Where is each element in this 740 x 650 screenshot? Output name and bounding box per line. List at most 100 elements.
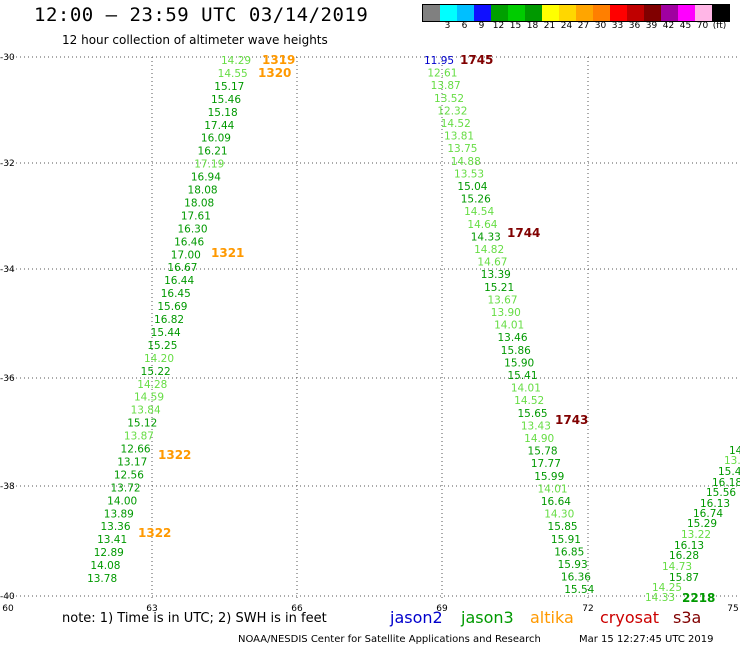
legend-tick-label: 39 [645,21,658,31]
legend-tick-label: 12 [492,21,505,31]
generated-timestamp: Mar 15 12:27:45 UTC 2019 [579,634,714,645]
swh-value: 13.87 [124,431,154,443]
legend-swatch [627,5,644,21]
swh-value: 13.90 [491,307,521,319]
pass-time-label: 1319 [262,53,295,67]
swh-value: 14.08 [90,560,120,572]
swh-value: 16.44 [164,275,194,287]
legend-swatch [678,5,695,21]
swh-value: 15.4 [718,466,740,478]
legend-tick-label: 9 [478,21,485,31]
swh-value: 13.67 [487,294,517,306]
swh-value: 13.78 [87,573,117,585]
swh-value: 15.86 [501,345,531,357]
legend-swatch [712,5,729,21]
swh-value: 14.64 [467,219,497,231]
pass-time-label: 1743 [555,413,588,427]
swh-value: 16.09 [201,133,231,145]
pass-time-label: 2218 [682,591,715,605]
legend-swatch [593,5,610,21]
legend-swatch [576,5,593,21]
legend-tick-label: 30 [594,21,607,31]
swh-value: 13.89 [104,508,134,520]
swh-value: 14.59 [134,392,164,404]
swh-value: 12.61 [427,68,457,80]
swh-value: 13.84 [131,405,161,417]
swh-value: 12.32 [437,105,467,117]
legend-tick-label: 70 [696,21,709,31]
pass-time-label: 1320 [258,66,291,80]
swh-value: 17.19 [194,159,224,171]
swh-value: 16.18 [712,477,740,489]
legend-swatch [695,5,712,21]
swh-value: 16.36 [561,572,591,584]
swh-value: 13.22 [681,529,711,541]
swh-value: 16.45 [161,288,191,300]
legend-swatch [559,5,576,21]
swh-value: 13.39 [481,269,511,281]
swh-value: 14.52 [441,118,471,130]
legend-swatch [525,5,542,21]
swh-value: 14.29 [221,55,251,67]
swh-value: 17.77 [531,458,561,470]
swh-value: 14.30 [544,509,574,521]
wave-height-legend [422,4,730,22]
swh-value: 15.56 [706,487,736,499]
legend-tick-label: 24 [560,21,573,31]
axis-labels: -30 -32 -34 -36 -38 -40 60 63 66 69 72 75 [0,53,739,614]
latitude-label: -30 [0,53,15,63]
swh-value: 13.75 [447,143,477,155]
swh-value: 15.78 [528,446,558,458]
latitude-label: -38 [0,482,15,492]
swh-value: 11.95 [424,55,454,67]
swh-value: 15.85 [548,521,578,533]
legend-tick-label: 15 [509,21,522,31]
swh-value: 17.44 [204,120,234,132]
legend-tick-label: 36 [628,21,641,31]
swh-value: 15.54 [564,584,594,596]
swh-value: 15.22 [141,366,171,378]
swh-value: 14.20 [144,353,174,365]
swh-value: 15.65 [518,408,548,420]
swh-value: 16.28 [669,550,699,562]
wave-height-tracks: 14.2914.5515.1715.4615.1817.4416.0916.21… [87,53,740,605]
legend-tick-label: 42 [662,21,675,31]
credit-line: NOAA/NESDIS Center for Satellite Applica… [238,634,541,645]
swh-value: 16.13 [674,540,704,552]
swh-value: 17.00 [171,249,201,261]
legend-swatch [474,5,491,21]
legend-swatch [542,5,559,21]
swh-value: 13.87 [431,80,461,92]
wave-height-legend-labels: 3 6 9 12 15 18 21 24 27 30 33 36 39 42 45 70 (ft) [422,21,740,33]
swh-value: 14.73 [662,561,692,573]
swh-value: 15.04 [457,181,487,193]
swh-value: 16.21 [198,146,228,158]
sat-altika-label: altika [530,608,574,627]
legend-tick-label: 33 [611,21,624,31]
lat-lon-grid [8,56,740,600]
pass-time-label: 1321 [211,246,244,260]
swh-value: 14.01 [511,383,541,395]
swh-value: 14.54 [464,206,494,218]
swh-value: 15.12 [127,418,157,430]
swh-value: 15.99 [534,471,564,483]
longitude-label: 69 [436,604,448,614]
swh-value: 14.01 [494,320,524,332]
legend-tick-label: 6 [461,21,468,31]
swh-value: 15.90 [504,357,534,369]
legend-tick-label: (ft) [712,21,727,31]
swh-value: 15.17 [214,81,244,93]
sat-s3a-label: s3a [673,608,702,627]
swh-value: 15.21 [484,282,514,294]
swh-value: 16.94 [191,172,221,184]
swh-value: 13.43 [521,420,551,432]
longitude-label: 60 [2,604,14,614]
pass-time-label: 1745 [460,53,493,67]
sat-jason3-label: jason3 [461,608,514,627]
latitude-label: -40 [0,592,15,602]
swh-value: 16.30 [177,223,207,235]
swh-value: 17.61 [181,210,211,222]
swh-value: 14.00 [107,495,137,507]
